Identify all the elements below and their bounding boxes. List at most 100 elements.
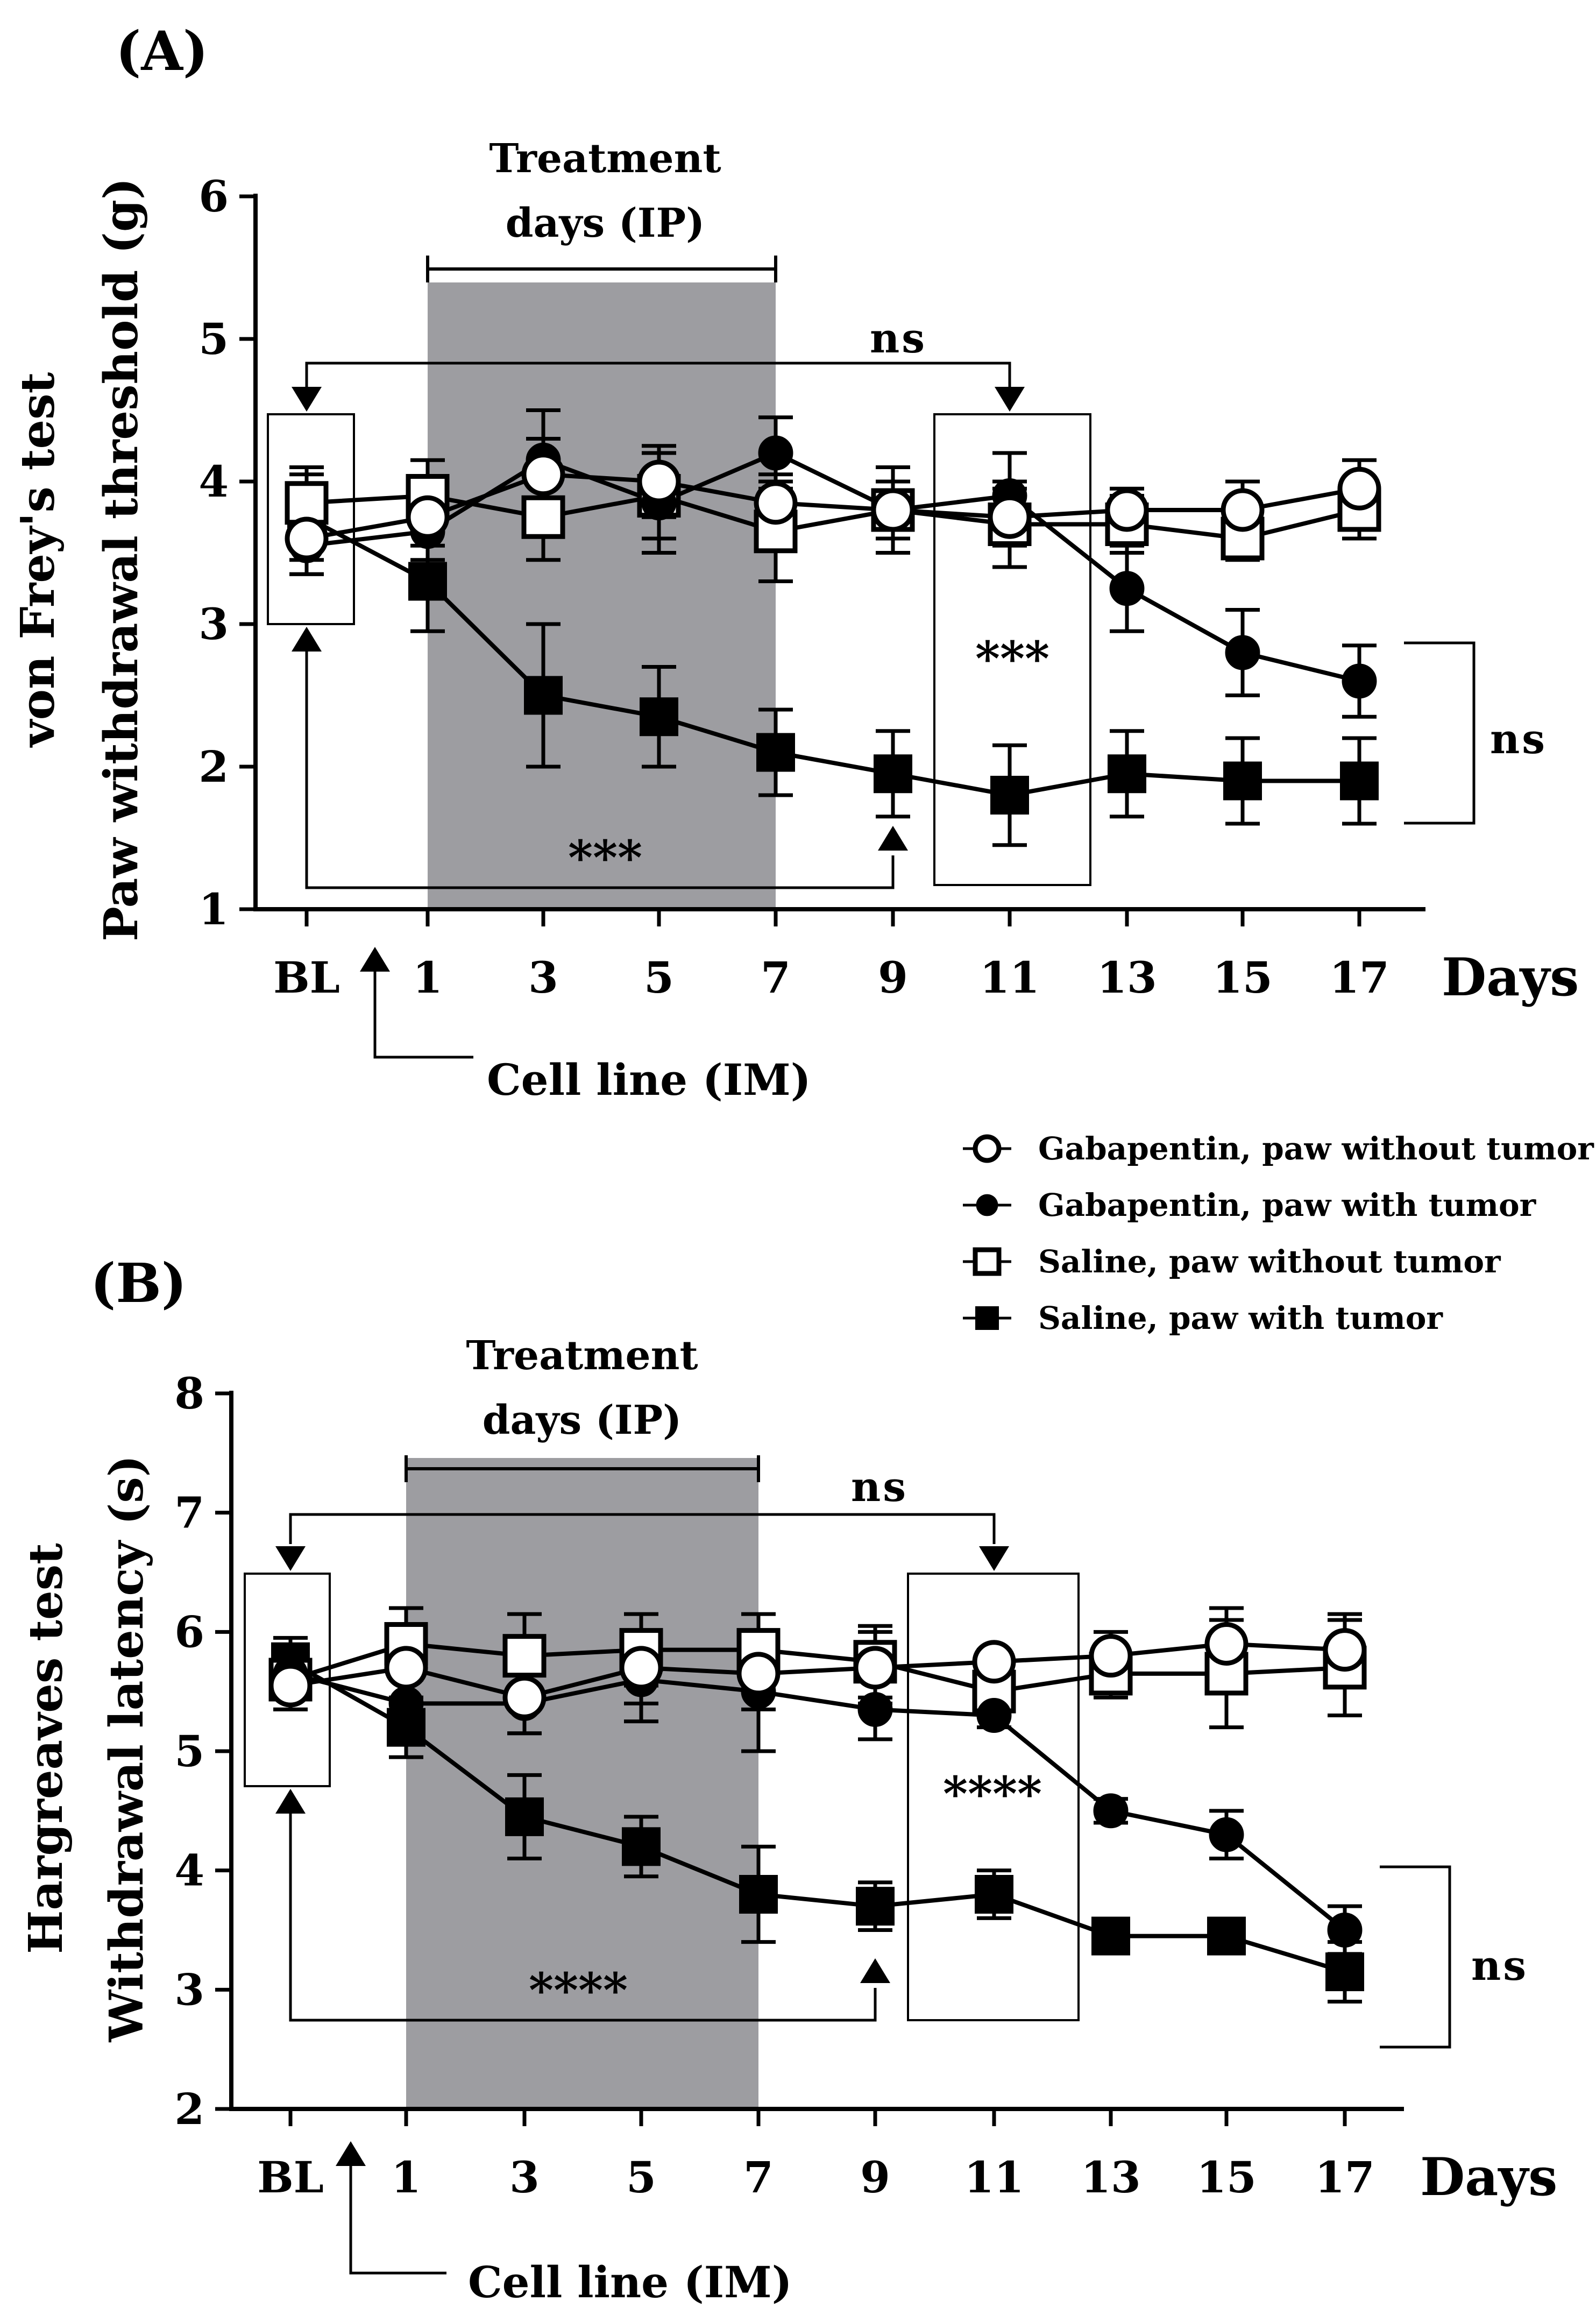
data-point [619, 1646, 663, 1690]
significance-stars: *** [568, 830, 642, 886]
x-tick-label: 17 [1329, 952, 1389, 1003]
x-tick-label: 11 [980, 952, 1039, 1003]
ns-connector-top [289, 1513, 996, 1544]
data-point [990, 776, 1029, 815]
x-axis-title: Days [1420, 2147, 1557, 2207]
data-point [1207, 1916, 1246, 1956]
legend-label: Gabapentin, paw with tumor [1038, 1187, 1537, 1223]
y-tick-label: 5 [198, 314, 229, 364]
data-point [406, 495, 450, 539]
y-axis-title-test: von Frey's test [11, 372, 65, 748]
x-tick-label: 13 [1081, 2152, 1140, 2203]
data-point [1108, 754, 1146, 794]
x-tick-label: 9 [860, 2152, 890, 2203]
x-tick-label: BL [273, 952, 340, 1003]
panel-label: (B) [90, 1251, 187, 1315]
ns-label: ns [870, 314, 927, 362]
data-point [1089, 1634, 1133, 1678]
data-point [505, 1797, 544, 1836]
data-point [1105, 488, 1149, 532]
data-point [1209, 1817, 1244, 1852]
significance-stars: **** [943, 1766, 1042, 1822]
y-tick-label: 3 [174, 1964, 204, 2015]
data-point [502, 1634, 547, 1678]
ns-label: ns [1490, 715, 1547, 763]
data-point [871, 488, 915, 532]
data-point [856, 1887, 895, 1926]
x-tick-label: 15 [1212, 952, 1272, 1003]
x-tick-label: 5 [644, 952, 674, 1003]
day11-box [933, 413, 1091, 886]
data-point [388, 1686, 424, 1721]
data-point [1225, 635, 1260, 670]
arrow-up [336, 2141, 366, 2166]
y-tick-label: 8 [174, 1368, 204, 1419]
data-point [502, 1675, 547, 1719]
significance-stars: **** [529, 1962, 628, 2018]
data-point [756, 733, 795, 772]
x-tick-label: 3 [528, 952, 558, 1003]
baseline-box [267, 413, 355, 625]
legend-marker [976, 1194, 998, 1216]
cell-line-label: Cell line (IM) [487, 1054, 811, 1105]
y-axis-title-test: Hargreaves test [19, 1543, 73, 1954]
data-point [1223, 761, 1262, 801]
data-point [988, 495, 1032, 539]
arrow-up [860, 1958, 890, 1983]
y-tick-label: 2 [198, 741, 229, 792]
x-tick-label: 7 [743, 2152, 774, 2203]
x-tick-label: BL [257, 2152, 324, 2203]
data-point [853, 1646, 897, 1690]
legend-marker [973, 1134, 1002, 1163]
y-tick-label: 4 [174, 1845, 204, 1896]
data-point [1204, 1622, 1249, 1666]
y-axis-title-measure: Withdrawal latency (s) [100, 1455, 154, 2043]
panel-label: (A) [116, 19, 208, 83]
arrow-down [275, 1546, 306, 1571]
data-point [1109, 571, 1145, 606]
ns-label: ns [851, 1463, 908, 1511]
y-tick-label: 7 [174, 1488, 204, 1538]
arrow-down [292, 387, 322, 412]
series-line [290, 1672, 1346, 1932]
y-tick-label: 4 [198, 456, 229, 507]
x-tick-label: 17 [1315, 2152, 1374, 2203]
data-point [754, 481, 798, 525]
series-line [289, 1641, 1345, 1694]
data-point [758, 435, 793, 471]
y-tick-label: 3 [198, 599, 229, 649]
data-point [1337, 466, 1381, 511]
data-point [637, 459, 681, 504]
cell-line-label: Cell line (IM) [468, 2257, 792, 2307]
x-tick-label: 1 [391, 2152, 421, 2203]
x-tick-label: 13 [1097, 952, 1157, 1003]
x-axis-title: Days [1442, 947, 1579, 1008]
treatment-label: days (IP) [506, 200, 705, 246]
cell-line-arrow [349, 2165, 446, 2275]
data-point [268, 1663, 313, 1708]
arrow-up [275, 1789, 306, 1814]
ns-bracket-right [1404, 641, 1476, 825]
treatment-label: days (IP) [483, 1397, 682, 1443]
y-axis-title-measure: Paw withdrawal threshold (g) [94, 178, 148, 941]
treatment-label: Treatment [466, 1333, 698, 1379]
x-tick-label: 11 [964, 2152, 1024, 2203]
data-point [1221, 488, 1265, 532]
arrow-down [995, 387, 1025, 412]
x-tick-label: 7 [761, 952, 791, 1003]
data-point [285, 516, 329, 561]
data-point [521, 495, 565, 539]
arrow-up [878, 826, 908, 851]
day11-box [907, 1573, 1080, 2021]
y-tick-label: 2 [174, 2084, 204, 2134]
data-point [408, 562, 447, 601]
x-tick-label: 3 [509, 2152, 540, 2203]
legend-marker [975, 1306, 999, 1330]
y-tick-label: 6 [198, 171, 229, 222]
data-point [524, 676, 563, 715]
legend-label: Gabapentin, paw without tumor [1038, 1130, 1594, 1167]
treatment-shade [428, 282, 776, 909]
